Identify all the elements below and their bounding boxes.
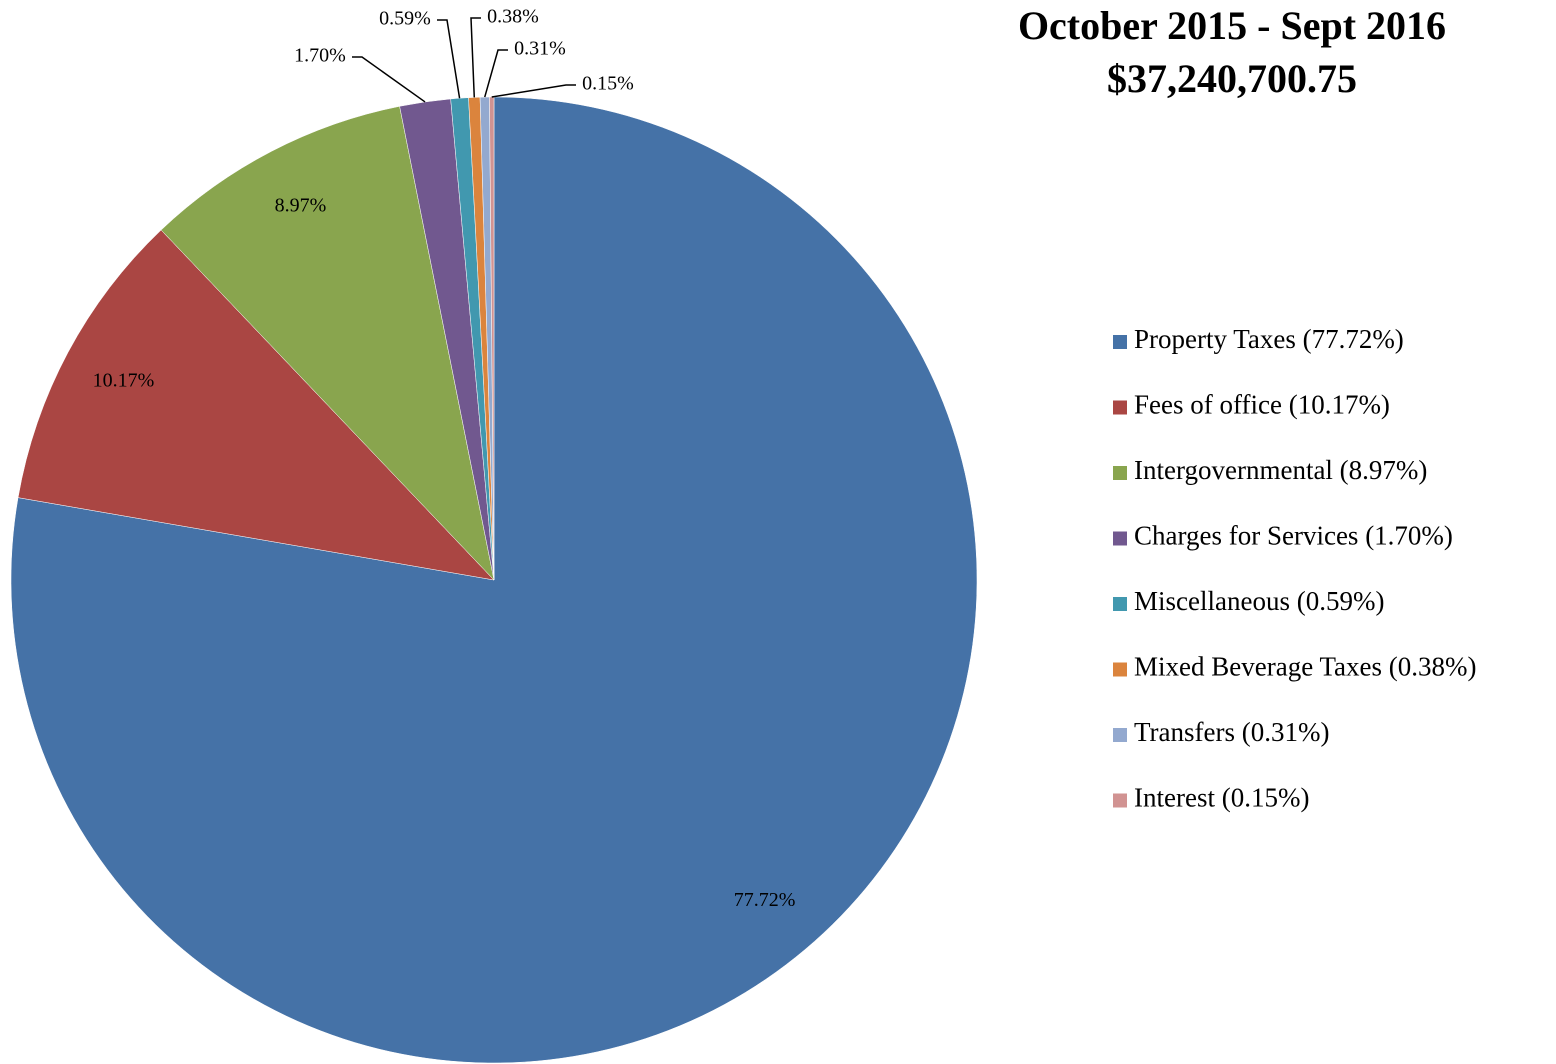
pie-slice bbox=[17, 229, 495, 581]
leader-line bbox=[470, 17, 481, 98]
leader-line bbox=[437, 19, 461, 99]
legend-swatch bbox=[1113, 400, 1127, 415]
leader-line bbox=[491, 84, 576, 98]
legend-label: Property Taxes (77.72%) bbox=[1134, 324, 1404, 354]
data-label: 0.38% bbox=[487, 6, 539, 28]
legend-label: Mixed Beverage Taxes (0.38%) bbox=[1134, 652, 1477, 682]
legend-label: Transfers (0.31%) bbox=[1134, 717, 1329, 747]
data-label: 8.97% bbox=[275, 195, 327, 217]
legend-swatch bbox=[1113, 531, 1127, 546]
legend-label: Intergovernmental (8.97%) bbox=[1134, 455, 1427, 485]
leader-line bbox=[352, 56, 426, 103]
data-label: 77.72% bbox=[734, 889, 796, 911]
leader-line bbox=[484, 49, 508, 98]
legend-swatch bbox=[1113, 662, 1127, 677]
legend-label: Interest (0.15%) bbox=[1134, 783, 1309, 813]
pie-slice bbox=[160, 106, 495, 581]
legend-label: Miscellaneous (0.59%) bbox=[1134, 586, 1384, 616]
data-label: 10.17% bbox=[93, 369, 155, 391]
data-label: 0.59% bbox=[379, 8, 431, 30]
legend-swatch bbox=[1113, 335, 1127, 349]
data-label: 0.31% bbox=[514, 38, 566, 60]
legend-label: Fees of office (10.17%) bbox=[1134, 390, 1390, 420]
data-label: 1.70% bbox=[294, 45, 346, 67]
chart-subtitle: $37,240,700.75 bbox=[1107, 56, 1357, 101]
legend-swatch bbox=[1113, 728, 1127, 742]
chart-title: October 2015 - Sept 2016 bbox=[1018, 3, 1446, 48]
legend-swatch bbox=[1113, 466, 1127, 480]
legend-swatch bbox=[1113, 793, 1127, 808]
legend-label: Charges for Services (1.70%) bbox=[1134, 521, 1453, 551]
data-label: 0.15% bbox=[582, 73, 634, 95]
legend-swatch bbox=[1113, 597, 1127, 611]
